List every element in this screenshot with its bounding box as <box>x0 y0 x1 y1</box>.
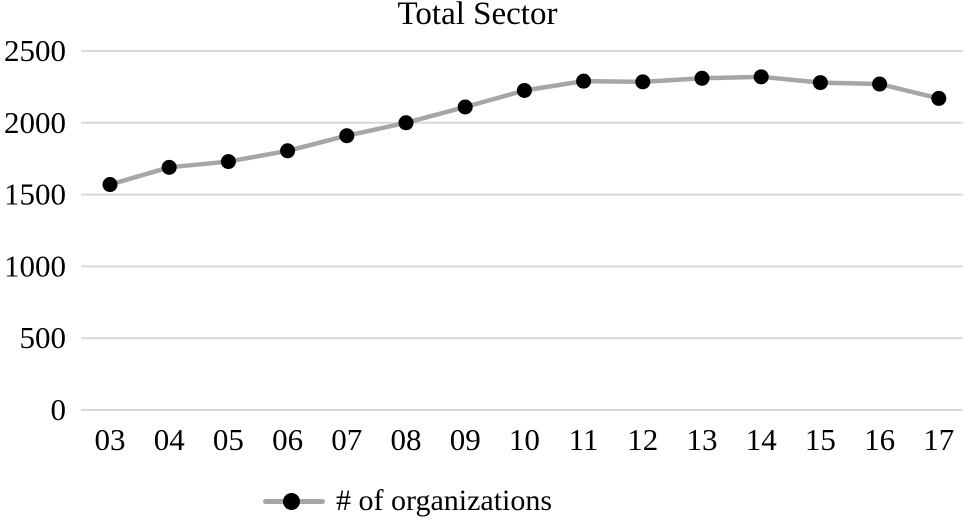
legend-dot-icon <box>283 493 300 510</box>
legend-line-marker-icon <box>263 492 325 510</box>
data-point <box>516 82 532 98</box>
x-tick-label: 10 <box>509 422 540 457</box>
y-tick-label: 1000 <box>4 248 66 283</box>
data-point <box>694 70 710 86</box>
chart-title: Total Sector <box>397 0 558 32</box>
data-point <box>102 177 118 193</box>
legend: # of organizations <box>263 484 552 518</box>
x-tick-label: 16 <box>864 422 895 457</box>
data-point <box>398 115 414 131</box>
data-point <box>872 76 888 92</box>
data-point <box>812 75 828 91</box>
x-tick-label: 04 <box>154 422 186 457</box>
data-point <box>280 143 296 159</box>
data-point <box>220 154 236 170</box>
x-tick-label: 03 <box>95 422 126 457</box>
x-tick-label: 09 <box>450 422 481 457</box>
x-tick-label: 14 <box>746 422 778 457</box>
x-tick-label: 15 <box>805 422 836 457</box>
x-tick-label: 06 <box>272 422 303 457</box>
data-point <box>753 69 769 85</box>
y-tick-label: 0 <box>51 392 67 427</box>
x-tick-label: 08 <box>391 422 422 457</box>
data-point <box>931 90 947 106</box>
data-point <box>161 159 177 175</box>
x-tick-label: 07 <box>331 422 362 457</box>
data-point <box>635 74 651 90</box>
y-tick-label: 2500 <box>4 33 66 68</box>
y-tick-label: 500 <box>20 320 67 355</box>
data-point <box>576 73 592 89</box>
data-point <box>339 128 355 144</box>
y-tick-label: 2000 <box>4 105 66 140</box>
data-point <box>457 99 473 115</box>
x-tick-label: 17 <box>923 422 954 457</box>
x-tick-label: 13 <box>687 422 718 457</box>
legend-series-label: # of organizations <box>336 484 553 517</box>
y-tick-label: 1500 <box>4 177 66 212</box>
x-tick-label: 12 <box>627 422 658 457</box>
x-tick-label: 11 <box>569 422 599 457</box>
x-tick-label: 05 <box>213 422 244 457</box>
